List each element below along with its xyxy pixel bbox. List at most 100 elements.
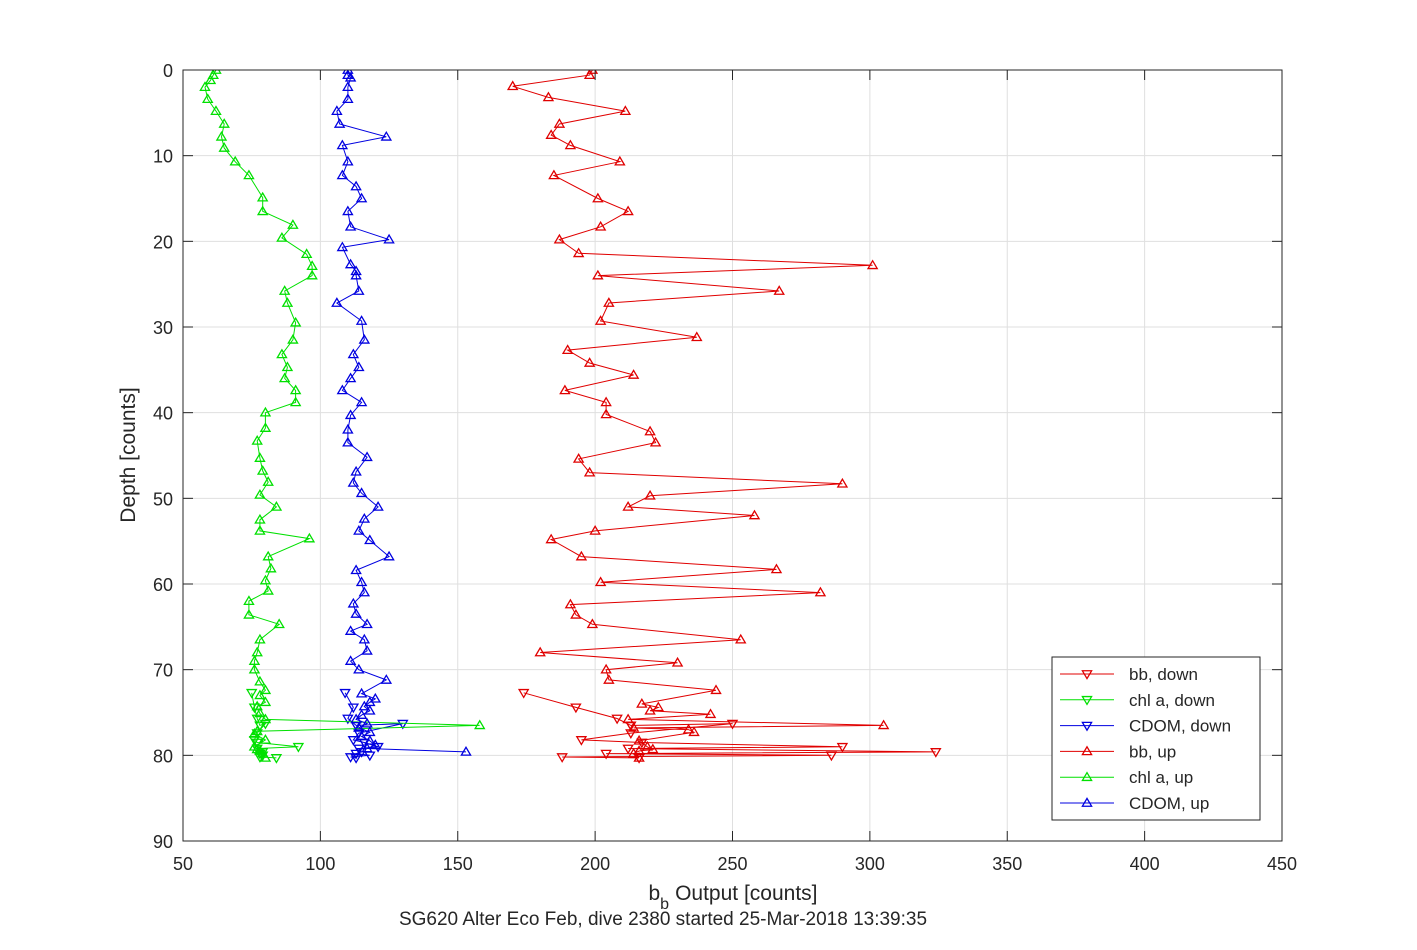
data-point: [350, 754, 362, 764]
data-point: [245, 688, 258, 699]
data-point: [586, 70, 599, 74]
data-point: [254, 513, 266, 524]
data-point: [682, 723, 695, 734]
data-point: [364, 726, 376, 737]
data-point: [735, 633, 747, 644]
data-point: [627, 369, 640, 379]
data-point: [199, 81, 211, 92]
data-point: [542, 91, 555, 102]
data-point: [355, 709, 368, 719]
data-point: [333, 118, 346, 128]
x-axis-label: bb Output [counts]: [648, 882, 817, 913]
data-point: [259, 696, 272, 707]
data-point: [347, 597, 360, 608]
data-point: [344, 655, 357, 665]
y-tick-label: 40: [153, 404, 173, 424]
data-point: [254, 525, 266, 535]
data-point: [342, 70, 354, 80]
x-tick-label: 100: [305, 854, 335, 874]
data-point: [636, 738, 648, 749]
data-point: [355, 487, 368, 498]
data-point: [372, 501, 384, 511]
data-point: [600, 396, 612, 407]
data-point: [548, 169, 560, 180]
data-point: [292, 742, 305, 753]
data-point: [600, 749, 612, 760]
data-point: [622, 713, 634, 724]
data-point: [251, 725, 263, 736]
legend-item: CDOM, up: [1060, 794, 1209, 813]
data-point: [331, 297, 343, 307]
data-point: [344, 372, 357, 383]
x-tick-label: 350: [992, 854, 1022, 874]
legend-item: bb, up: [1060, 742, 1176, 761]
legend-marker: [1081, 771, 1093, 782]
data-point: [289, 396, 302, 407]
y-tick-label: 0: [163, 61, 173, 81]
data-point: [276, 348, 288, 359]
data-point: [364, 734, 376, 745]
legend-label: chl a, down: [1129, 691, 1215, 710]
data-point: [210, 105, 222, 115]
axes: 50 100 150 200 250 300 350 400 450 0 10 20 30 40 50 60 7…: [153, 61, 1297, 874]
data-point: [347, 348, 360, 359]
data-point: [353, 663, 365, 674]
data-point: [553, 118, 566, 128]
y-tick-label: 50: [153, 489, 173, 509]
data-point: [259, 734, 272, 744]
data-point: [622, 205, 634, 216]
data-point: [586, 618, 599, 629]
data-point: [256, 205, 269, 216]
data-point: [336, 241, 349, 252]
data-point: [575, 550, 588, 561]
data-point: [649, 436, 662, 447]
data-point: [592, 192, 604, 203]
data-point: [265, 562, 277, 573]
y-tick-label: 70: [153, 661, 173, 681]
data-point: [204, 74, 217, 85]
data-point: [930, 748, 942, 758]
data-point: [248, 728, 261, 738]
data-point: [814, 586, 827, 597]
data-point: [517, 688, 530, 699]
data-point: [644, 489, 656, 500]
data-point: [344, 625, 357, 635]
data-point: [383, 233, 395, 244]
data-point: [836, 477, 849, 488]
data-point: [251, 714, 263, 725]
data-point: [278, 285, 291, 295]
y-tick-label: 80: [153, 746, 173, 766]
data-point: [254, 452, 266, 462]
data-point: [350, 465, 362, 476]
data-point: [243, 595, 255, 606]
x-tick-label: 200: [580, 854, 610, 874]
data-point: [355, 315, 368, 325]
data-point: [380, 130, 393, 141]
legend-label: chl a, up: [1129, 768, 1193, 787]
data-point: [671, 656, 684, 667]
legend: bb, down chl a, down CDOM, down bb, up chl a…: [1051, 656, 1261, 821]
data-point: [248, 740, 261, 751]
data-point: [331, 105, 343, 115]
data-point: [336, 139, 349, 150]
data-point: [506, 80, 519, 91]
data-point: [710, 684, 722, 695]
data-point: [251, 646, 263, 657]
data-point: [572, 453, 585, 463]
legend-marker: [1081, 721, 1093, 732]
data-point: [353, 285, 365, 295]
data-point: [306, 260, 318, 271]
data-point: [254, 633, 266, 644]
y-tick-label: 60: [153, 575, 173, 595]
data-point: [251, 743, 263, 754]
data-point: [259, 574, 272, 585]
data-point: [877, 719, 890, 730]
data-point: [836, 742, 849, 753]
data-point: [583, 357, 596, 367]
data-point: [361, 451, 373, 462]
x-tick-label: 300: [855, 854, 885, 874]
data-point: [355, 730, 368, 741]
data-point: [622, 744, 634, 755]
data-point: [603, 674, 615, 684]
